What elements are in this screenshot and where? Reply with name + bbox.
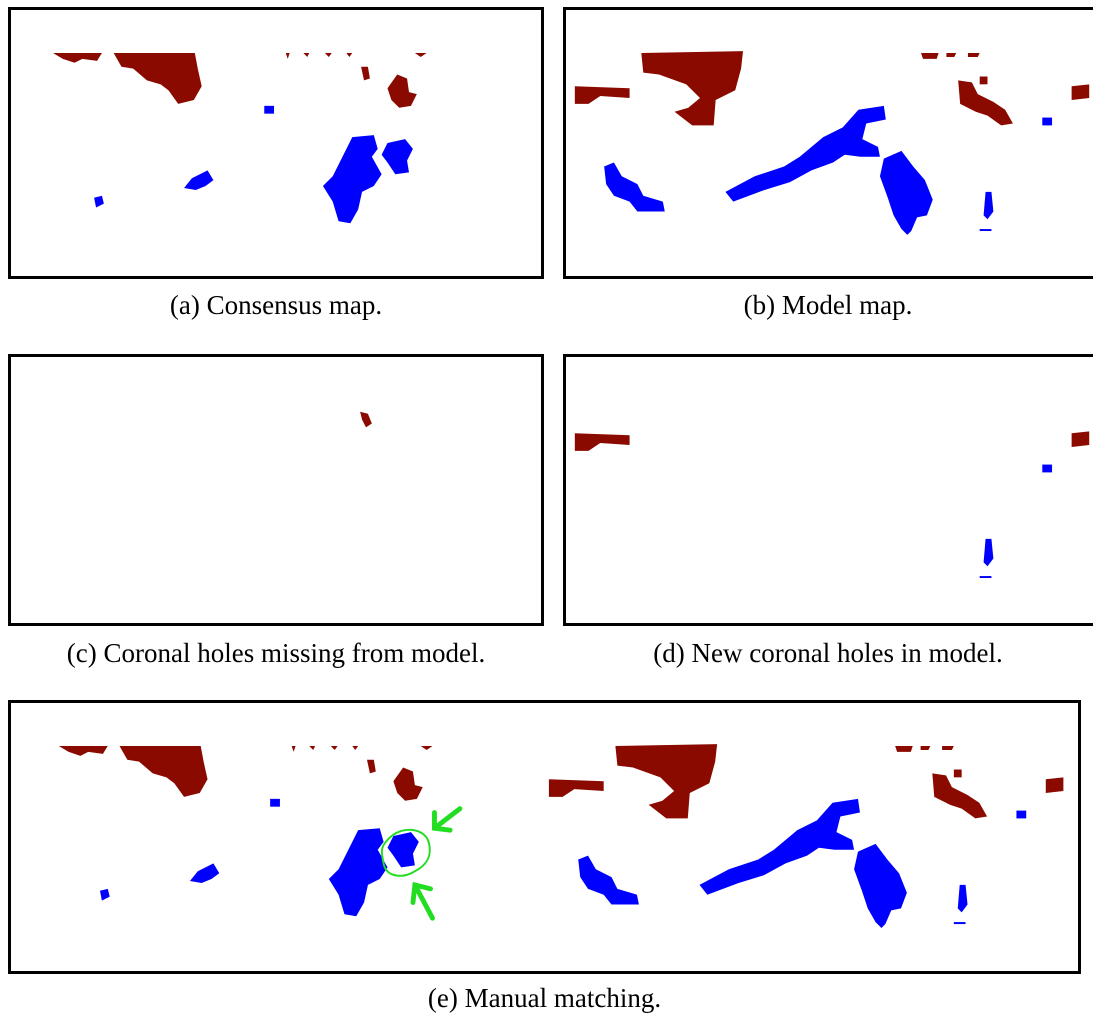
missing-holes-map-image bbox=[360, 411, 372, 428]
model-map-overlay bbox=[548, 744, 1064, 928]
arrow-icon bbox=[410, 881, 435, 921]
positive-coronal-holes bbox=[979, 464, 1053, 579]
consensus-map-image bbox=[53, 53, 427, 224]
negative-coronal-holes bbox=[360, 411, 372, 428]
caption-panel-c: (c) Coronal holes missing from model. bbox=[66, 638, 486, 668]
negative-coronal-holes bbox=[548, 744, 1064, 819]
model-map-image bbox=[574, 51, 1090, 235]
negative-coronal-holes bbox=[58, 746, 433, 801]
caption-panel-b: (b) Model map. bbox=[743, 290, 913, 320]
panel-new-holes bbox=[563, 354, 1093, 626]
positive-coronal-holes bbox=[99, 798, 419, 917]
arrow-icon bbox=[432, 806, 463, 833]
positive-coronal-holes bbox=[94, 105, 413, 224]
negative-coronal-holes bbox=[574, 431, 1090, 451]
positive-coronal-holes bbox=[578, 798, 1027, 928]
manual-matching-map-image bbox=[58, 744, 1064, 928]
panel-manual-matching bbox=[8, 700, 1081, 974]
negative-coronal-holes bbox=[574, 51, 1090, 126]
caption-panel-d: (d) New coronal holes in model. bbox=[653, 638, 1003, 668]
caption-panel-e: (e) Manual matching. bbox=[427, 983, 662, 1013]
panel-consensus-map bbox=[8, 7, 544, 279]
negative-coronal-holes bbox=[53, 53, 427, 108]
highlight-outline bbox=[380, 828, 431, 877]
positive-coronal-holes bbox=[604, 105, 1053, 235]
new-holes-map-image bbox=[574, 431, 1090, 579]
consensus-map-overlay bbox=[58, 746, 433, 917]
panel-model-map bbox=[563, 7, 1093, 279]
caption-panel-a: (a) Consensus map. bbox=[169, 290, 383, 320]
highlight-annotation bbox=[380, 806, 463, 921]
panel-missing-holes bbox=[8, 354, 544, 626]
